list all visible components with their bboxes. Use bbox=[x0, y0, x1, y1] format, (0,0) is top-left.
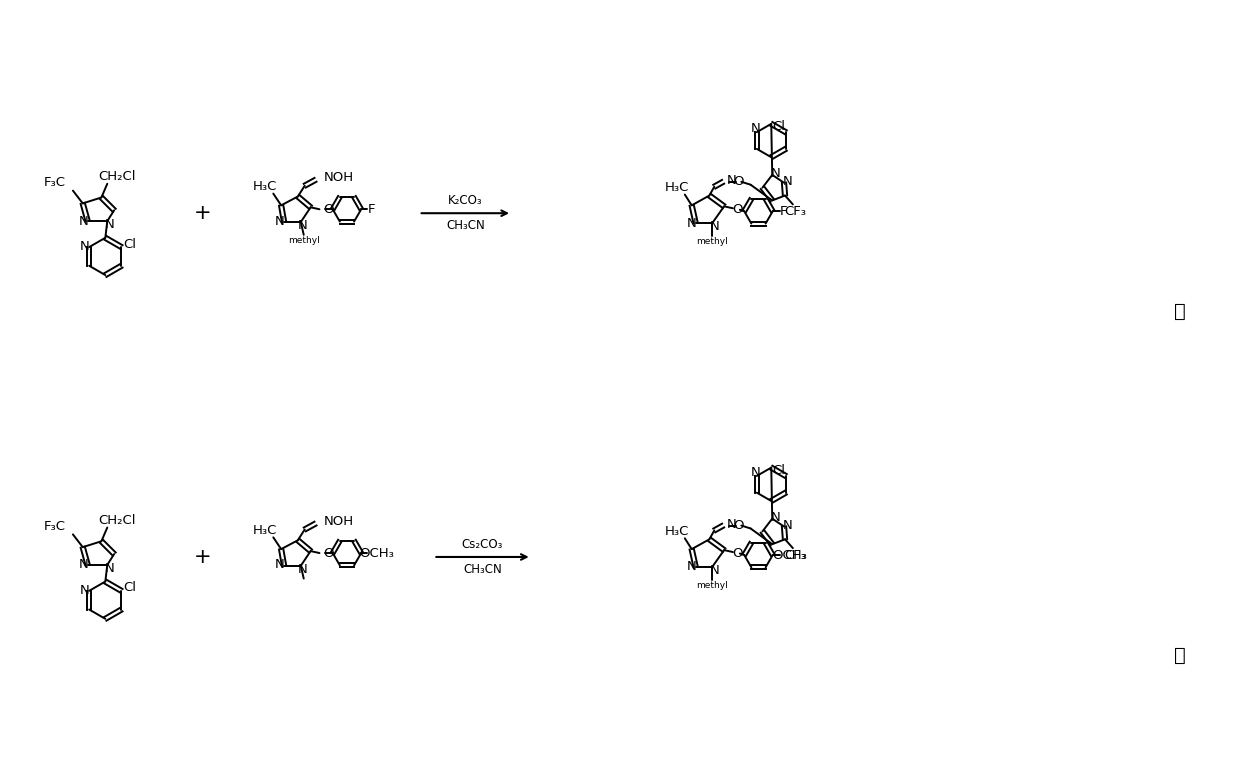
Text: Cl: Cl bbox=[773, 120, 785, 133]
Text: N: N bbox=[750, 466, 760, 478]
Text: H₃C: H₃C bbox=[665, 525, 689, 538]
Text: N: N bbox=[275, 215, 284, 228]
Text: NOH: NOH bbox=[324, 515, 353, 527]
Text: O: O bbox=[322, 547, 334, 560]
Text: +: + bbox=[193, 547, 211, 567]
Text: 或: 或 bbox=[1174, 646, 1185, 665]
Text: N: N bbox=[104, 562, 114, 576]
Text: N: N bbox=[727, 518, 737, 531]
Text: N: N bbox=[782, 176, 792, 188]
Text: N: N bbox=[78, 215, 88, 228]
Text: N: N bbox=[686, 560, 696, 573]
Text: methyl: methyl bbox=[288, 236, 320, 245]
Text: N: N bbox=[298, 563, 308, 576]
Text: N: N bbox=[78, 558, 88, 571]
Text: N: N bbox=[727, 174, 737, 187]
Text: OCH₃: OCH₃ bbox=[773, 548, 807, 562]
Text: O: O bbox=[732, 204, 743, 216]
Text: Cl: Cl bbox=[123, 581, 136, 594]
Text: N: N bbox=[79, 584, 89, 597]
Text: O: O bbox=[322, 204, 334, 216]
Text: CF₃: CF₃ bbox=[784, 548, 806, 562]
Text: N: N bbox=[709, 564, 719, 577]
Text: CH₃CN: CH₃CN bbox=[463, 563, 502, 576]
Text: N: N bbox=[771, 168, 780, 180]
Text: CH₃CN: CH₃CN bbox=[446, 219, 485, 232]
Text: methyl: methyl bbox=[697, 237, 728, 246]
Text: N: N bbox=[771, 511, 780, 524]
Text: CH₂Cl: CH₂Cl bbox=[98, 170, 136, 183]
Text: N: N bbox=[750, 122, 760, 135]
Text: H₃C: H₃C bbox=[665, 181, 689, 194]
Text: methyl: methyl bbox=[697, 581, 728, 590]
Text: N: N bbox=[275, 558, 284, 571]
Text: CH₂Cl: CH₂Cl bbox=[98, 514, 136, 527]
Text: N: N bbox=[298, 219, 308, 232]
Text: NOH: NOH bbox=[324, 171, 353, 184]
Text: N: N bbox=[79, 240, 89, 253]
Text: K₂CO₃: K₂CO₃ bbox=[448, 194, 482, 207]
Text: Cs₂CO₃: Cs₂CO₃ bbox=[461, 537, 503, 551]
Text: N: N bbox=[782, 519, 792, 532]
Text: F: F bbox=[780, 204, 787, 218]
Text: O: O bbox=[734, 519, 744, 532]
Text: H₃C: H₃C bbox=[253, 180, 278, 193]
Text: N: N bbox=[104, 218, 114, 232]
Text: F₃C: F₃C bbox=[45, 520, 66, 533]
Text: O: O bbox=[734, 176, 744, 188]
Text: 或: 或 bbox=[1174, 302, 1185, 321]
Text: F: F bbox=[368, 203, 376, 216]
Text: N: N bbox=[686, 217, 696, 229]
Text: +: + bbox=[193, 204, 211, 223]
Text: N: N bbox=[709, 221, 719, 233]
Text: O: O bbox=[732, 547, 743, 560]
Text: H₃C: H₃C bbox=[253, 524, 278, 537]
Text: CF₃: CF₃ bbox=[784, 204, 806, 218]
Text: Cl: Cl bbox=[123, 238, 136, 250]
Text: F₃C: F₃C bbox=[45, 176, 66, 190]
Text: Cl: Cl bbox=[773, 464, 785, 477]
Text: OCH₃: OCH₃ bbox=[360, 547, 394, 559]
